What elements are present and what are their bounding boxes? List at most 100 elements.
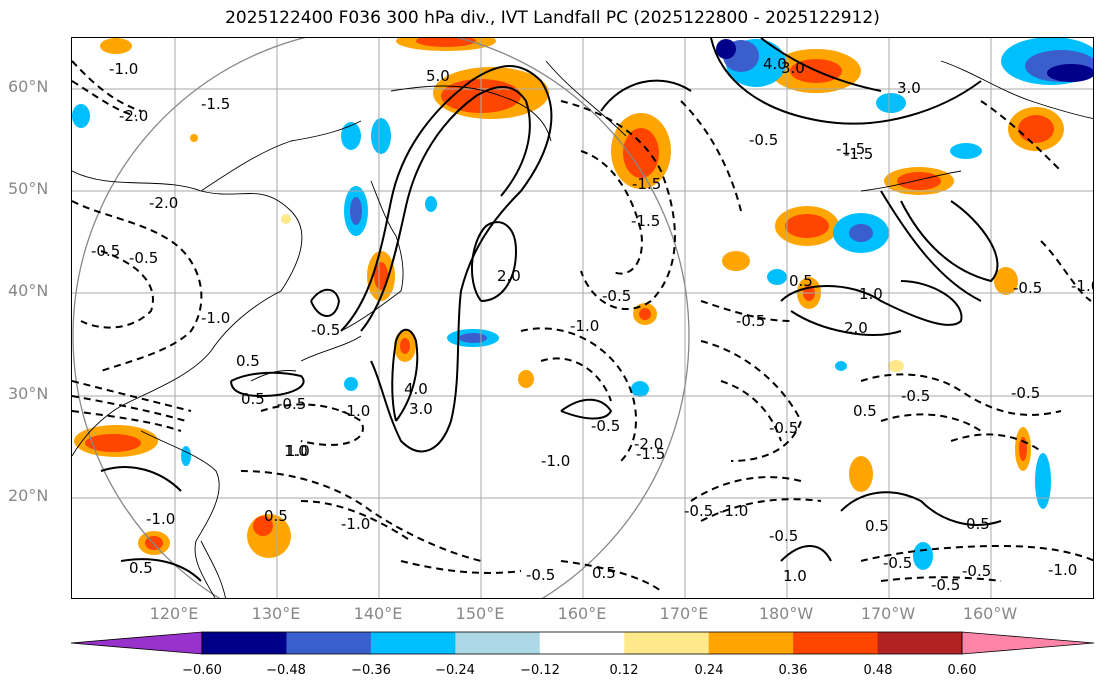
coastline: [72, 60, 1093, 598]
contour-label: -0.5: [277, 395, 306, 413]
contour-label: -0.5: [962, 562, 991, 580]
colorbar-segments: [202, 632, 963, 654]
contour-label: -0.5: [602, 287, 631, 305]
divergence-contours-negative: [72, 60, 1093, 592]
colorbar: [70, 631, 1095, 655]
contour-label: -0.5: [1013, 279, 1042, 297]
contour-label: -1.5: [836, 140, 865, 158]
contour-label: -1.0: [146, 510, 175, 528]
colorbar-segment: [202, 632, 287, 654]
colorbar-segment: [877, 632, 963, 654]
contour-label: 1.0: [859, 285, 883, 303]
contour-label: 0.5: [264, 507, 288, 525]
colorbar-tick-label: −0.36: [351, 663, 391, 678]
colorbar-tick-label: −0.60: [182, 663, 222, 678]
contour-label: 0.5: [236, 352, 260, 370]
lon-label-140e: 140°E: [353, 604, 403, 623]
colorbar-tick-label: 0.48: [863, 663, 893, 678]
contour-label: 0.5: [966, 515, 990, 533]
colorbar-tick-label: −0.24: [435, 663, 475, 678]
contour-label: -0.5: [931, 576, 960, 594]
contour-label: -2.0: [119, 107, 148, 125]
colorbar-segment: [624, 632, 710, 654]
divergence-shading: [72, 38, 1093, 570]
lon-label-120e: 120°E: [149, 604, 199, 623]
colorbar-segment: [370, 632, 456, 654]
contour-label: 3.0: [409, 400, 433, 418]
contour-label: -1.5: [632, 175, 661, 193]
contour-label: -0.5: [1011, 384, 1040, 402]
colorbar-segment: [286, 632, 372, 654]
lon-label-170e: 170°E: [659, 604, 709, 623]
contour-label: 2.0: [497, 267, 521, 285]
colorbar-segment: [455, 632, 541, 654]
contour-label: -0.5: [749, 131, 778, 149]
colorbar-tick-label: 0.12: [609, 663, 639, 678]
contour-label: 2.0: [844, 319, 868, 337]
colorbar-extend-low: [71, 632, 202, 654]
lat-label-60n: 60°N: [8, 77, 49, 96]
divergence-contours: [100, 38, 1002, 582]
contour-label: -1.0: [341, 515, 370, 533]
contour-label: -0.5: [901, 387, 930, 405]
contour-label: -0.5: [129, 249, 158, 267]
contour-label: -1.0: [541, 452, 570, 470]
contour-label: -1.0: [341, 402, 370, 420]
contour-label: -0.5: [769, 527, 798, 545]
colorbar-tick-label: 0.36: [778, 663, 808, 678]
contour-label: -2.0: [634, 435, 663, 453]
contour-label: 4.0: [763, 55, 787, 73]
contour-label: 0.5: [241, 390, 265, 408]
contour-label: -1.5: [844, 145, 873, 163]
contour-label: -1.5: [636, 445, 665, 463]
map-panel[interactable]: -1.0 -2.0 -1.5 5.0 4.0 3.0 -1.5 -0.5 -2.…: [71, 37, 1094, 599]
contour-label: -1.0: [570, 317, 599, 335]
contour-label: -0.5: [311, 321, 340, 339]
lon-label-150e: 150°E: [455, 604, 505, 623]
contour-label: 3.0: [781, 59, 805, 77]
contour-label: -1.5: [201, 95, 230, 113]
contour-label: -1.0: [1071, 277, 1093, 295]
contour-label: 0.5: [129, 559, 153, 577]
contour-label: -0.5: [526, 566, 555, 584]
contour-label: 0.5: [789, 272, 813, 290]
contour-label: -2.0: [149, 194, 178, 212]
contour-label: -0.5: [736, 312, 765, 330]
lat-label-20n: 20°N: [8, 486, 49, 505]
lat-label-40n: 40°N: [8, 281, 49, 300]
map-canvas: -1.0 -2.0 -1.5 5.0 4.0 3.0 -1.5 -0.5 -2.…: [72, 38, 1093, 598]
contour-label: 4.0: [404, 380, 428, 398]
map-title: 2025122400 F036 300 hPa div., IVT Landfa…: [225, 8, 880, 28]
contour-label: 0.5: [592, 564, 616, 582]
contour-label: 0.5: [853, 402, 877, 420]
contour-label-layer: -1.0 -2.0 -1.5 5.0 4.0 3.0 -1.5 -0.5 -2.…: [91, 55, 1093, 594]
lon-label-180w: 180°W: [758, 604, 814, 623]
colorbar-tick-label: 0.24: [694, 663, 724, 678]
lon-label-160e: 160°E: [557, 604, 607, 623]
lon-label-160w: 160°W: [962, 604, 1018, 623]
colorbar-tick-label: 0.60: [947, 663, 977, 678]
contour-label: 1.0: [284, 442, 308, 460]
contour-label: -0.5: [883, 554, 912, 572]
colorbar-segment: [793, 632, 879, 654]
colorbar-tick-label: −0.48: [266, 663, 306, 678]
contour-label: -0.5: [591, 417, 620, 435]
colorbar-extend-high: [962, 632, 1094, 654]
contour-label: -1.0: [201, 309, 230, 327]
lat-label-30n: 30°N: [8, 384, 49, 403]
graticule: [72, 38, 1093, 598]
lon-label-130e: 130°E: [251, 604, 301, 623]
contour-label: -0.5: [91, 242, 120, 260]
lat-label-50n: 50°N: [8, 179, 49, 198]
contour-label: -1.0: [1048, 561, 1077, 579]
contour-label: 0.5: [865, 517, 889, 535]
contour-label: 1.0: [783, 567, 807, 585]
contour-label: -1.5: [631, 212, 660, 230]
contour-label: -0.5: [684, 502, 713, 520]
contour-label: 3.0: [897, 79, 921, 97]
contour-label: 1.0: [286, 442, 310, 460]
colorbar-segment: [708, 632, 794, 654]
landfall-region-circle: [72, 38, 690, 598]
contour-label: -1.0: [719, 502, 748, 520]
colorbar-segment: [539, 632, 625, 654]
